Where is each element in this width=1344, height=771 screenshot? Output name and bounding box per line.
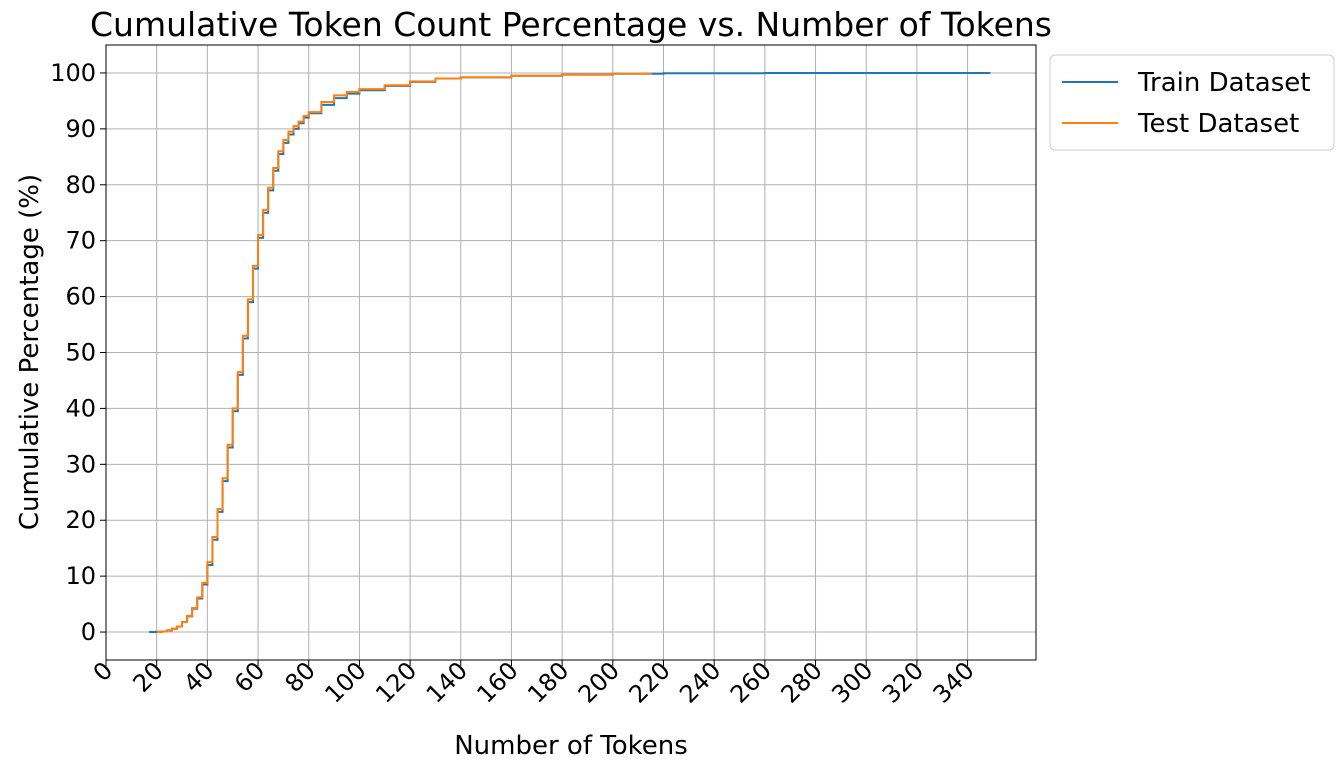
x-tick-label: 140 (421, 656, 473, 708)
chart-title: Cumulative Token Count Percentage vs. Nu… (90, 5, 1052, 44)
x-tick-label: 240 (674, 656, 726, 708)
x-tick-label: 60 (229, 656, 270, 697)
x-tick-label: 300 (826, 656, 878, 708)
legend-label-train: Train Dataset (1137, 68, 1310, 98)
x-tick-label: 180 (522, 656, 574, 708)
x-tick-label: 0 (88, 656, 119, 687)
y-tick-label: 0 (81, 618, 96, 646)
y-tick-label: 90 (65, 115, 96, 143)
legend: Train Dataset Test Dataset (1049, 54, 1335, 151)
x-tick-label: 80 (280, 656, 321, 697)
x-axis-title: Number of Tokens (454, 731, 688, 761)
x-tick-label: 220 (624, 656, 676, 708)
y-tick-label: 80 (65, 171, 96, 199)
x-tick-label: 40 (178, 656, 219, 697)
y-axis-title: Cumulative Percentage (%) (15, 174, 45, 530)
grid (105, 45, 1036, 660)
x-tick-label: 280 (776, 656, 828, 708)
legend-box (1049, 54, 1335, 151)
y-tick-label: 50 (65, 339, 96, 367)
y-tick-label: 30 (65, 450, 96, 478)
x-tick-label: 100 (319, 656, 371, 708)
x-tick-label: 160 (471, 656, 523, 708)
series-line-test (156, 72, 652, 634)
x-tick-label: 200 (573, 656, 625, 708)
x-tick-label: 260 (725, 656, 777, 708)
x-tick-label: 340 (928, 656, 980, 708)
y-tick-label: 60 (65, 283, 96, 311)
y-tick-label: 40 (65, 394, 96, 422)
y-tick-label: 10 (65, 562, 96, 590)
y-tick-label: 100 (50, 59, 96, 87)
y-tick-label: 70 (65, 227, 96, 255)
x-tick-label: 320 (877, 656, 929, 708)
x-axis-ticks: 0 20 40 60 801001201401601802002202402602803… (88, 656, 980, 708)
x-tick-label: 120 (370, 656, 422, 708)
series-lines (149, 71, 991, 634)
x-tick-label: 20 (128, 656, 169, 697)
y-tick-label: 20 (65, 506, 96, 534)
legend-label-test: Test Dataset (1137, 109, 1299, 139)
y-axis-ticks: 0 10 20 30 40 50 60 70 80 90 100 (50, 59, 106, 646)
